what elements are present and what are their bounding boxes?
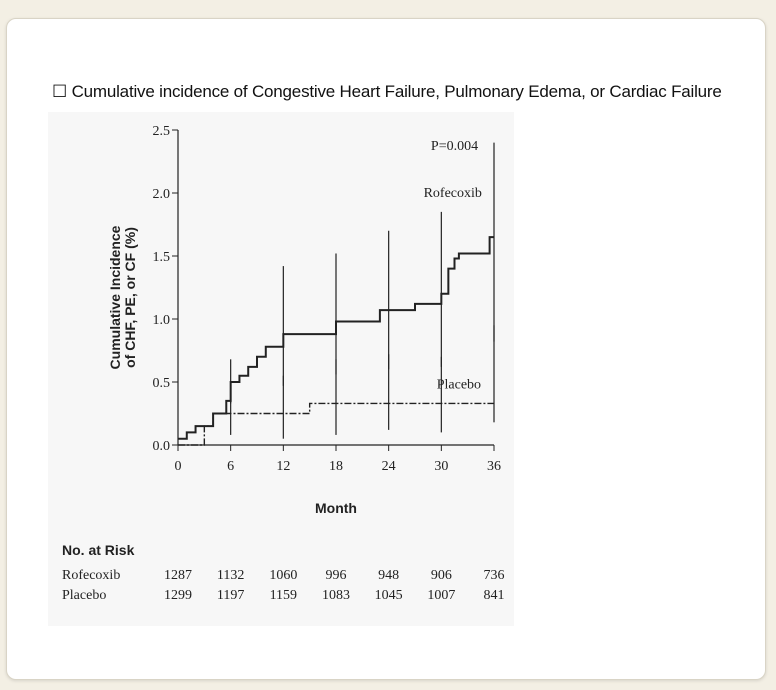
chart-title: ☐ Cumulative incidence of Congestive Hea… [52,82,722,101]
risk-value: 1299 [164,588,192,603]
axes-group: 0.0 0.5 1.0 1.5 2.0 2.5 0 6 12 18 24 30 36 [153,124,502,474]
y-tick-label: 2.0 [153,187,171,202]
x-tick-label: 18 [329,459,343,474]
x-tick-label: 0 [175,459,182,474]
risk-row-label: Rofecoxib [62,568,120,583]
x-tick-label: 6 [227,459,234,474]
x-tick-label: 30 [434,459,448,474]
risk-value: 1083 [322,588,350,603]
risk-value: 736 [484,568,505,583]
y-axis-title-line2: of CHF, PE, or CF (%) [122,227,138,368]
series-line-placebo [178,402,494,446]
risk-row-label: Placebo [62,588,106,603]
km-chart: 0.0 0.5 1.0 1.5 2.0 2.5 0 6 12 18 24 30 36 Month Cumu… [62,124,505,603]
series-label-rofecoxib: Rofecoxib [424,186,482,201]
risk-value: 1132 [217,568,244,583]
risk-value: 906 [431,568,452,583]
y-axis-title-line1: Cumulative Incidence [107,225,123,369]
risk-value: 1159 [270,588,297,603]
risk-table-group: No. at Risk Rofecoxib 1287 1132 1060 996 948 90… [62,542,505,603]
risk-table-title: No. at Risk [62,542,135,558]
x-tick-label: 12 [276,459,290,474]
y-tick-label: 2.5 [153,124,171,139]
y-tick-label: 0.5 [153,376,171,391]
y-tick-label: 1.0 [153,313,171,328]
risk-value: 1007 [427,588,455,603]
risk-value: 1045 [375,588,403,603]
series-label-placebo: Placebo [437,377,481,392]
labels-group: Month Cumulative Incidence of CHF, PE, or … [107,139,482,516]
risk-value: 1197 [217,588,244,603]
risk-value: 1287 [164,568,192,583]
x-axis-title: Month [315,500,357,516]
figure-panel: 0.0 0.5 1.0 1.5 2.0 2.5 0 6 12 18 24 30 36 Month Cumu… [48,112,514,626]
risk-value: 1060 [269,568,297,583]
x-tick-label: 24 [382,459,396,474]
x-tick-label: 36 [487,459,501,474]
series-group [178,142,495,446]
risk-value: 948 [378,568,399,583]
y-tick-label: 0.0 [153,439,171,454]
risk-value: 996 [326,568,347,583]
y-tick-label: 1.5 [153,250,171,265]
p-value-label: P=0.004 [431,139,478,154]
risk-value: 841 [484,588,505,603]
